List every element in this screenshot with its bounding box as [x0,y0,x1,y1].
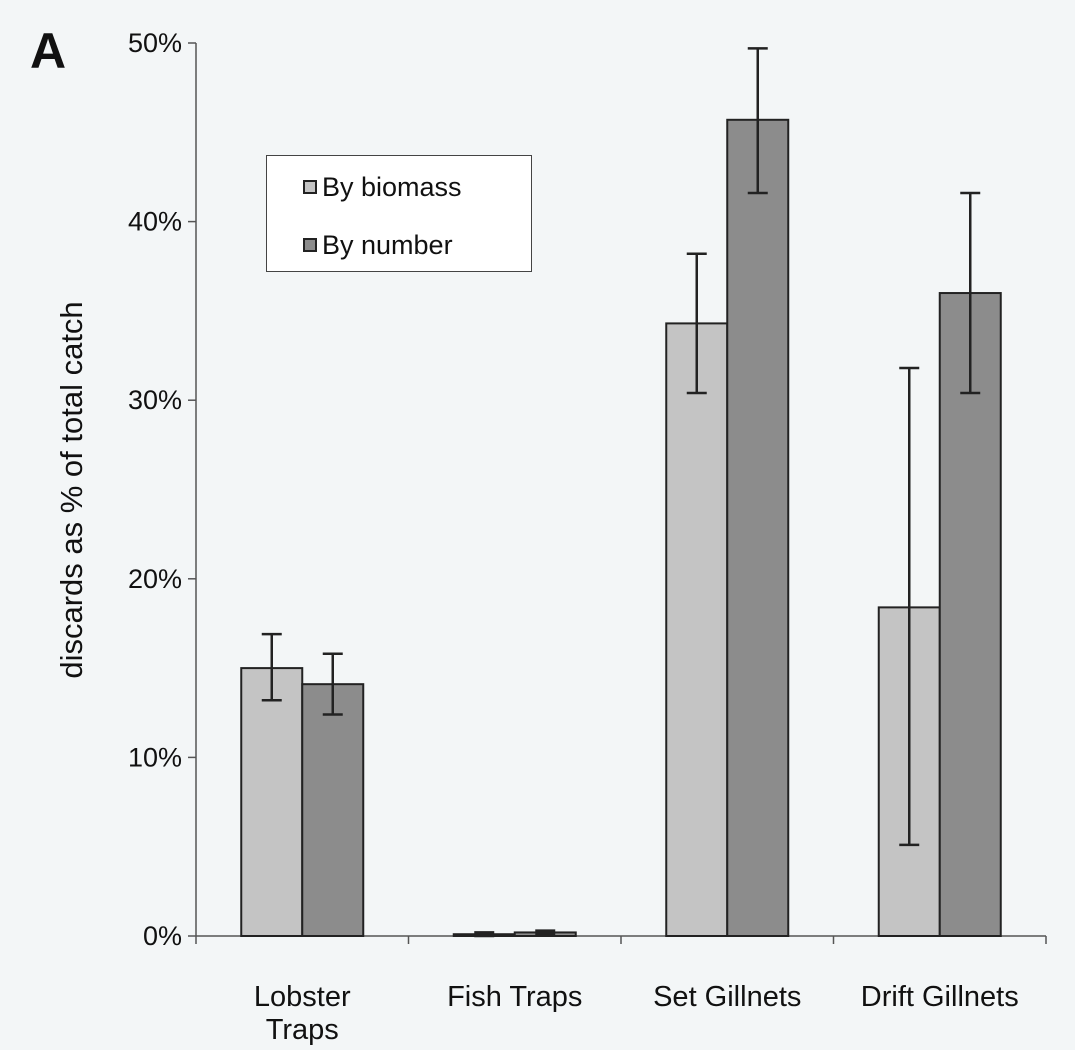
legend: By biomass By number [266,155,532,272]
legend-swatch-number [303,238,317,252]
x-category-label: Lobster Traps [254,981,351,1046]
bar-biomass [240,667,304,937]
legend-item-number: By number [303,228,453,262]
bar-number [726,118,790,938]
y-tick-label: 10% [128,742,182,772]
y-tick-label: 0% [143,921,182,951]
x-category-label: Set Gillnets [653,981,801,1013]
y-tick-label: 20% [128,564,182,594]
bar-number [938,292,1002,938]
bar-biomass [665,322,729,938]
legend-item-biomass: By biomass [303,170,462,204]
y-tick-label: 30% [128,385,182,415]
panel-label: A [30,23,67,79]
x-category-label: Fish Traps [447,981,582,1013]
legend-label-number: By number [322,229,453,260]
legend-label-biomass: By biomass [322,171,462,202]
bar-number [301,683,365,938]
x-category-label: Drift Gillnets [861,981,1019,1013]
y-tick-label: 40% [128,207,182,237]
y-tick-label: 50% [128,28,182,58]
legend-swatch-biomass [303,180,317,194]
